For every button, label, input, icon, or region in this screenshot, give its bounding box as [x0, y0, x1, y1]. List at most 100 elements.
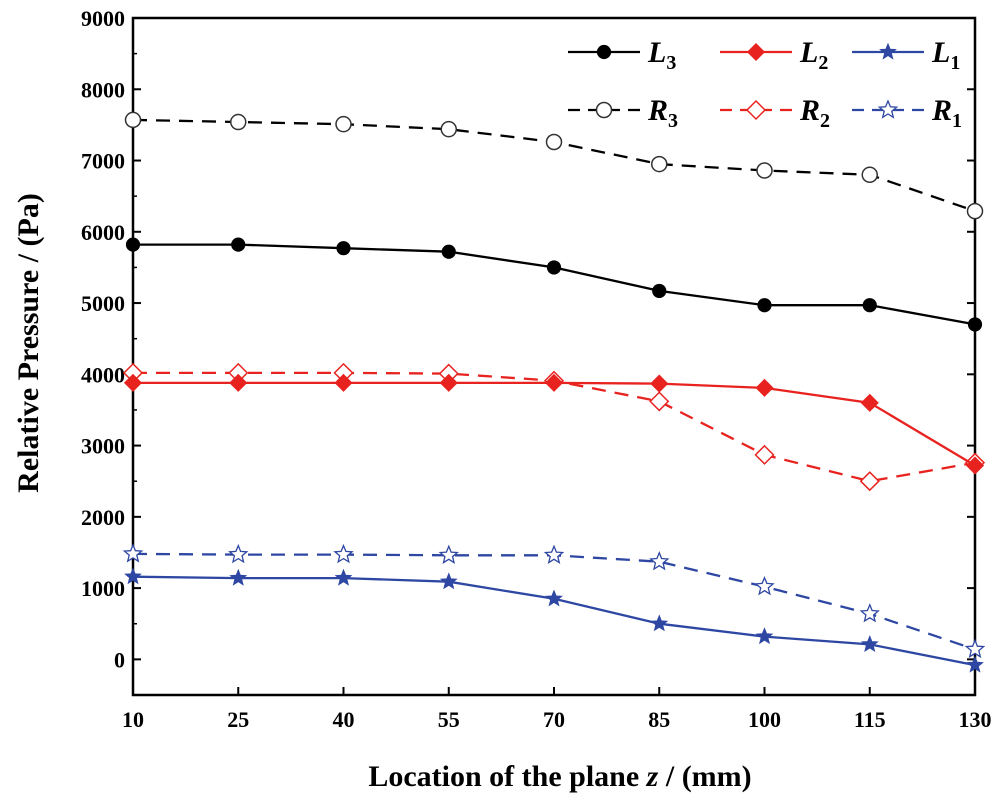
- legend-item-r3: R3: [568, 94, 678, 132]
- data-point-l3: [125, 237, 141, 252]
- data-point-l2: [965, 456, 985, 475]
- x-axis-title-prefix: Location of the plane: [368, 760, 646, 793]
- legend-label-name: R: [647, 94, 668, 127]
- data-point-l2: [334, 373, 353, 392]
- data-point-l3: [967, 317, 983, 332]
- data-point-r3: [756, 162, 773, 179]
- axes: 0 1000 2000 3000 4000 5000 6000 7000 8000 9000 10 2…: [81, 6, 992, 732]
- legend-label: L1: [931, 36, 960, 74]
- data-point-l2: [439, 373, 458, 392]
- legend-item-r2: R2: [720, 94, 830, 132]
- legend-label-subscript: 2: [820, 110, 830, 132]
- y-tick-label: 4000: [81, 362, 125, 387]
- data-point-r3: [335, 115, 352, 133]
- data-point-l1: [229, 568, 248, 586]
- legend-item-l3: L3: [568, 36, 676, 74]
- legend-label-subscript: 2: [818, 52, 828, 74]
- data-point-l3: [862, 298, 877, 313]
- legend-marker: [745, 99, 767, 121]
- data-point-r1: [754, 576, 775, 596]
- legend-label: L2: [799, 36, 828, 74]
- data-point-r1: [228, 543, 249, 564]
- legend-label-name: L: [931, 36, 950, 69]
- data-point-r3: [861, 166, 878, 184]
- data-point-l1: [124, 567, 142, 585]
- y-tick-label: 5000: [81, 291, 125, 316]
- legend-label: R2: [799, 94, 830, 132]
- data-point-r1: [649, 550, 670, 571]
- y-tick-label: 6000: [81, 220, 125, 245]
- y-tick-label: 9000: [81, 6, 125, 31]
- data-point-r2: [859, 471, 880, 492]
- legend-label-name: R: [931, 94, 952, 127]
- data-point-r1: [543, 544, 565, 565]
- x-axis-title-variable: z: [646, 760, 659, 793]
- data-point-r3: [966, 202, 984, 220]
- data-point-l3: [757, 298, 772, 313]
- data-point-r3: [651, 155, 668, 173]
- series-line-l3: [133, 243, 976, 326]
- data-point-r3: [124, 111, 142, 129]
- x-tick-label: 10: [122, 707, 144, 732]
- legend-marker: [596, 44, 612, 60]
- y-tick-label: 0: [114, 647, 125, 672]
- series-l3: [125, 237, 983, 332]
- y-tick-label: 7000: [81, 149, 125, 174]
- y-tick-label: 8000: [81, 77, 125, 102]
- data-point-l2: [860, 393, 879, 412]
- series-r3: [124, 111, 984, 220]
- data-point-l1: [650, 614, 669, 632]
- data-point-r3: [440, 120, 457, 138]
- legend-item-l2: L2: [720, 36, 828, 74]
- y-tick-label: 3000: [81, 434, 125, 459]
- data-point-r1: [333, 543, 354, 564]
- legend-label-subscript: 1: [952, 110, 962, 132]
- x-axis-title-suffix: / (mm): [658, 760, 751, 793]
- legend-label: R3: [647, 94, 678, 132]
- series-layer: [122, 111, 986, 673]
- legend-label-subscript: 1: [950, 52, 960, 74]
- x-tick-label: 55: [438, 707, 460, 732]
- x-tick-label: 25: [227, 707, 249, 732]
- legend-label: R1: [931, 94, 962, 132]
- y-tick-label: 1000: [81, 576, 125, 601]
- data-point-r1: [964, 638, 986, 659]
- legend-label-name: L: [647, 36, 666, 69]
- x-tick-label: 115: [854, 707, 886, 732]
- data-point-r3: [545, 133, 563, 151]
- data-point-l3: [336, 241, 351, 256]
- data-point-l2: [650, 374, 669, 393]
- legend-marker: [746, 42, 766, 62]
- x-tick-label: 40: [333, 707, 355, 732]
- legend-item-r1: R1: [852, 94, 962, 132]
- x-tick-label: 70: [543, 707, 565, 732]
- data-point-r1: [122, 543, 144, 563]
- data-point-r2: [754, 444, 775, 465]
- legend-label-subscript: 3: [666, 52, 676, 74]
- data-point-l1: [439, 572, 458, 590]
- data-point-l2: [229, 373, 248, 392]
- legend-marker: [877, 99, 899, 119]
- series-l1: [124, 567, 984, 673]
- legend-label: L3: [647, 36, 676, 74]
- data-point-r3: [230, 113, 247, 131]
- data-point-l3: [231, 237, 246, 252]
- legend-label-name: L: [799, 36, 818, 69]
- series-r1: [122, 543, 986, 659]
- data-point-l1: [334, 568, 353, 586]
- data-point-r2: [649, 391, 670, 412]
- data-point-l3: [441, 244, 456, 259]
- series-line-l2: [133, 381, 976, 467]
- data-point-l1: [860, 635, 879, 653]
- data-point-l3: [652, 283, 667, 299]
- legend-marker: [879, 42, 897, 60]
- legend-item-l1: L1: [852, 36, 960, 74]
- y-axis-title: Relative Pressure / (Pa): [12, 193, 45, 493]
- data-point-l1: [966, 655, 984, 673]
- data-point-r1: [859, 603, 880, 623]
- data-point-l3: [546, 260, 562, 275]
- data-point-l2: [123, 373, 143, 392]
- series-line-r3: [132, 118, 976, 213]
